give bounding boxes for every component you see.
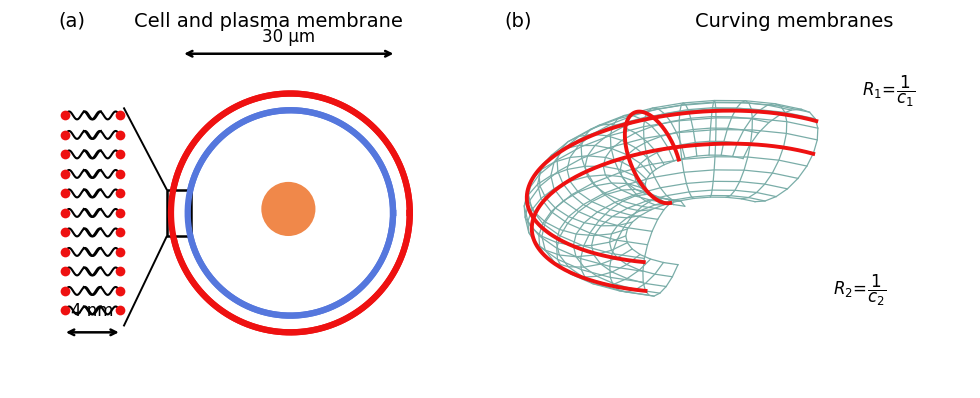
Text: $R_1\!=\!\dfrac{1}{c_1}$: $R_1\!=\!\dfrac{1}{c_1}$ — [862, 74, 916, 109]
Circle shape — [262, 182, 316, 236]
Text: 4 nm: 4 nm — [72, 302, 114, 320]
Text: Curving membranes: Curving membranes — [695, 12, 893, 31]
Text: Cell and plasma membrane: Cell and plasma membrane — [134, 12, 404, 31]
Text: (b): (b) — [505, 12, 532, 31]
Bar — [167, 190, 191, 236]
Text: $R_2\!=\!\dfrac{1}{c_2}$: $R_2\!=\!\dfrac{1}{c_2}$ — [833, 273, 887, 308]
Text: 30 μm: 30 μm — [263, 28, 316, 46]
Text: (a): (a) — [58, 12, 85, 31]
